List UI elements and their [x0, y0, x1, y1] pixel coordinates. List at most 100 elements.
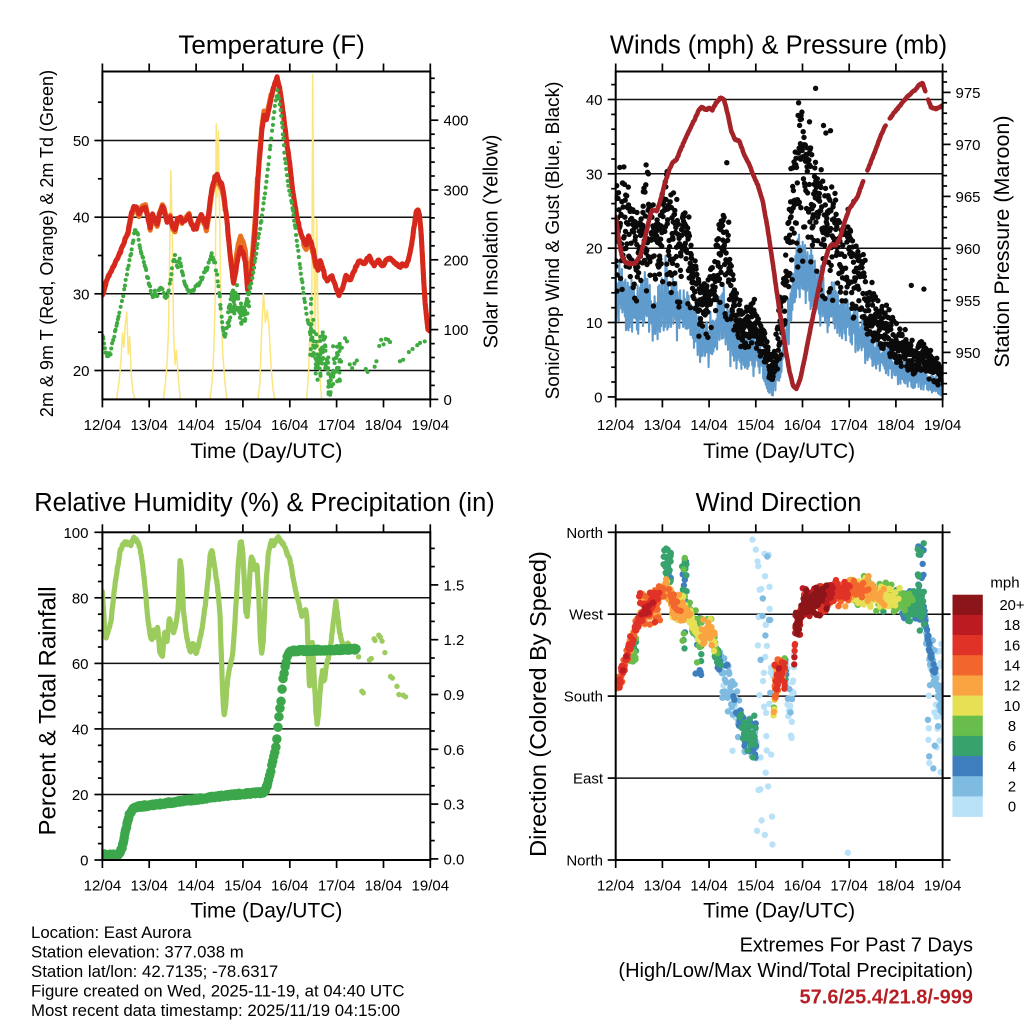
- svg-text:15/04: 15/04: [224, 877, 262, 894]
- svg-text:975: 975: [956, 85, 981, 102]
- svg-text:East: East: [573, 771, 604, 788]
- svg-text:0: 0: [1008, 800, 1016, 816]
- svg-text:10: 10: [1004, 699, 1020, 715]
- svg-text:Time (Day/UTC): Time (Day/UTC): [190, 440, 342, 463]
- svg-text:Station lat/lon: 42.7135; -78.: Station lat/lon: 42.7135; -78.6317: [31, 962, 278, 981]
- svg-text:10: 10: [586, 315, 603, 332]
- svg-text:17/04: 17/04: [318, 877, 356, 894]
- svg-text:16: 16: [1004, 638, 1020, 654]
- svg-text:South: South: [564, 689, 603, 706]
- svg-text:Relative Humidity (%) & Precip: Relative Humidity (%) & Precipitation (i…: [34, 489, 495, 517]
- svg-text:16/04: 16/04: [271, 417, 309, 434]
- svg-text:19/04: 19/04: [924, 877, 962, 894]
- svg-text:Winds (mph) & Pressure (mb): Winds (mph) & Pressure (mb): [610, 31, 947, 59]
- svg-text:18: 18: [1004, 618, 1020, 634]
- svg-text:30: 30: [586, 166, 603, 183]
- svg-text:Time (Day/UTC): Time (Day/UTC): [703, 440, 855, 463]
- svg-text:0: 0: [444, 392, 452, 409]
- svg-text:20+: 20+: [999, 598, 1024, 614]
- svg-text:0.3: 0.3: [444, 797, 465, 814]
- svg-text:15/04: 15/04: [737, 877, 775, 894]
- svg-text:200: 200: [444, 252, 469, 269]
- svg-text:0.0: 0.0: [444, 851, 465, 868]
- svg-text:12/04: 12/04: [84, 417, 122, 434]
- svg-text:15/04: 15/04: [224, 417, 262, 434]
- svg-text:13/04: 13/04: [130, 417, 168, 434]
- svg-text:(High/Low/Max Wind/Total Preci: (High/Low/Max Wind/Total Precipitation): [618, 960, 973, 982]
- svg-text:Extremes For Past 7 Days: Extremes For Past 7 Days: [740, 935, 973, 957]
- svg-text:57.6/25.4/21.8/-999: 57.6/25.4/21.8/-999: [800, 987, 973, 1009]
- svg-text:Most recent data timestamp: 20: Most recent data timestamp: 2025/11/19 0…: [31, 1001, 400, 1020]
- svg-text:17/04: 17/04: [830, 417, 868, 434]
- svg-text:16/04: 16/04: [784, 877, 822, 894]
- svg-text:Time (Day/UTC): Time (Day/UTC): [190, 900, 342, 923]
- svg-text:965: 965: [956, 189, 981, 206]
- svg-text:14/04: 14/04: [177, 877, 215, 894]
- svg-text:19/04: 19/04: [412, 417, 450, 434]
- svg-text:17/04: 17/04: [830, 877, 868, 894]
- svg-text:West: West: [569, 607, 604, 624]
- svg-text:12: 12: [1004, 679, 1020, 695]
- svg-text:mph: mph: [990, 575, 1019, 592]
- svg-text:20: 20: [72, 787, 89, 804]
- svg-text:1.2: 1.2: [444, 632, 465, 649]
- svg-text:50: 50: [73, 133, 90, 150]
- svg-text:12/04: 12/04: [84, 877, 122, 894]
- svg-text:12/04: 12/04: [597, 877, 635, 894]
- svg-text:40: 40: [73, 210, 90, 227]
- svg-text:20: 20: [586, 241, 603, 258]
- svg-text:14/04: 14/04: [177, 417, 215, 434]
- svg-text:Time (Day/UTC): Time (Day/UTC): [703, 900, 855, 923]
- svg-text:Station elevation: 377.038 m: Station elevation: 377.038 m: [31, 942, 244, 961]
- svg-text:100: 100: [63, 525, 88, 542]
- svg-text:0: 0: [594, 389, 602, 406]
- svg-text:Sonic/Prop Wind & Gust (Blue,: Sonic/Prop Wind & Gust (Blue, Black): [543, 82, 564, 400]
- svg-text:2: 2: [1008, 780, 1016, 796]
- svg-text:0: 0: [80, 853, 88, 870]
- svg-text:Station Pressure (Maroon): Station Pressure (Maroon): [990, 115, 1014, 367]
- svg-text:970: 970: [956, 137, 981, 154]
- svg-text:Location: East Aurora: Location: East Aurora: [31, 923, 192, 942]
- svg-text:Wind Direction: Wind Direction: [696, 489, 862, 517]
- svg-text:0.9: 0.9: [444, 687, 465, 704]
- svg-text:18/04: 18/04: [877, 877, 915, 894]
- svg-text:19/04: 19/04: [924, 417, 962, 434]
- svg-text:14/04: 14/04: [690, 877, 728, 894]
- svg-text:13/04: 13/04: [644, 877, 682, 894]
- svg-text:Solar Insolation (Yellow): Solar Insolation (Yellow): [481, 135, 503, 349]
- svg-text:12/04: 12/04: [597, 417, 635, 434]
- svg-text:300: 300: [444, 183, 469, 200]
- svg-text:14/04: 14/04: [690, 417, 728, 434]
- svg-text:40: 40: [586, 92, 603, 109]
- svg-text:Direction (Colored By Speed): Direction (Colored By Speed): [525, 551, 551, 857]
- svg-text:6: 6: [1008, 739, 1016, 755]
- svg-text:8: 8: [1008, 719, 1016, 735]
- svg-text:400: 400: [444, 113, 469, 130]
- svg-text:960: 960: [956, 241, 981, 258]
- svg-text:955: 955: [956, 293, 981, 310]
- svg-text:16/04: 16/04: [271, 877, 309, 894]
- svg-text:19/04: 19/04: [412, 877, 450, 894]
- svg-text:17/04: 17/04: [318, 417, 356, 434]
- svg-text:2m & 9m T (Red, Orange) & 2m T: 2m & 9m T (Red, Orange) & 2m Td (Green): [37, 70, 57, 417]
- svg-text:18/04: 18/04: [877, 417, 915, 434]
- svg-text:20: 20: [73, 363, 90, 380]
- svg-text:North: North: [566, 525, 603, 542]
- svg-text:950: 950: [956, 345, 981, 362]
- svg-text:Figure created on Wed, 2025-11: Figure created on Wed, 2025-11-19, at 04…: [31, 981, 404, 1000]
- svg-text:Percent & Total Rainfall: Percent & Total Rainfall: [34, 586, 61, 835]
- svg-text:Temperature (F): Temperature (F): [178, 29, 364, 59]
- svg-text:18/04: 18/04: [365, 877, 403, 894]
- svg-text:13/04: 13/04: [130, 877, 168, 894]
- svg-text:15/04: 15/04: [737, 417, 775, 434]
- svg-text:13/04: 13/04: [644, 417, 682, 434]
- svg-text:100: 100: [444, 322, 469, 339]
- svg-text:60: 60: [72, 656, 89, 673]
- svg-text:4: 4: [1008, 759, 1016, 775]
- svg-text:14: 14: [1004, 658, 1020, 674]
- svg-text:40: 40: [72, 721, 89, 738]
- svg-text:30: 30: [73, 286, 90, 303]
- svg-text:North: North: [566, 853, 603, 870]
- svg-text:0.6: 0.6: [444, 742, 465, 759]
- svg-text:1.5: 1.5: [444, 577, 465, 594]
